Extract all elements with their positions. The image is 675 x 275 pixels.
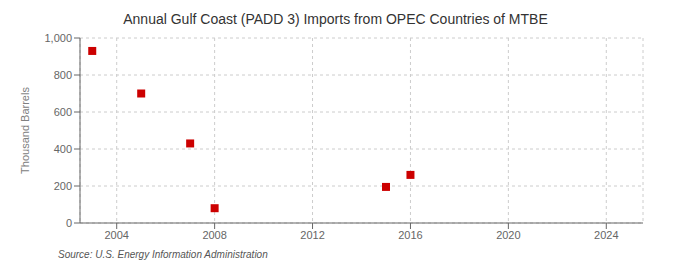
svg-text:800: 800 [54, 69, 72, 81]
svg-text:200: 200 [54, 180, 72, 192]
svg-text:600: 600 [54, 106, 72, 118]
svg-text:2016: 2016 [398, 229, 422, 241]
svg-text:2012: 2012 [300, 229, 324, 241]
svg-text:2024: 2024 [594, 229, 618, 241]
svg-text:400: 400 [54, 143, 72, 155]
svg-text:Thousand Barrels: Thousand Barrels [19, 87, 31, 174]
svg-text:2008: 2008 [202, 229, 226, 241]
html-text:Source: U.S. Energy Informatio: Source: U.S. Energy Information Administ… [58, 249, 268, 260]
svg-text:1,000: 1,000 [44, 32, 72, 44]
svg-text:0: 0 [66, 217, 72, 229]
svg-text:2004: 2004 [104, 229, 128, 241]
html-text:Annual Gulf Coast (PADD 3) Imp: Annual Gulf Coast (PADD 3) Imports from … [123, 11, 548, 27]
svg-text:2020: 2020 [496, 229, 520, 241]
